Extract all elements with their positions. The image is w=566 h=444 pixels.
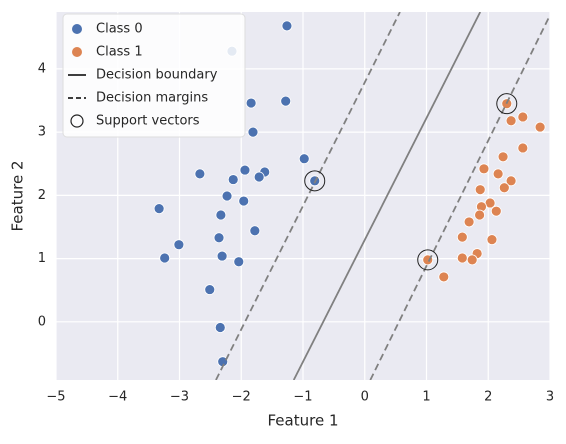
line <box>292 12 482 380</box>
ticks: −5 −4 −3 −2 −1 0 1 2 3 0 1 2 3 4 <box>38 61 554 404</box>
legend-marker <box>72 24 82 34</box>
legend-marker <box>70 114 84 128</box>
point <box>213 232 225 244</box>
point <box>233 256 245 268</box>
point <box>298 153 310 165</box>
legend-label: Decision boundary <box>96 68 218 83</box>
point <box>517 142 529 154</box>
point <box>281 20 293 32</box>
legend-marker <box>72 47 82 57</box>
point <box>173 239 185 251</box>
point <box>159 252 171 264</box>
point <box>245 97 257 109</box>
point <box>239 164 251 176</box>
point <box>153 203 165 215</box>
point <box>238 195 250 207</box>
legend: Class 0 Class 1 Decision boundary Decision … <box>62 13 246 138</box>
point <box>247 126 259 138</box>
support-vector <box>417 249 439 271</box>
point <box>478 163 490 175</box>
x-axis-label: Feature 1 <box>268 412 339 430</box>
x-tick-label: −3 <box>170 390 189 405</box>
point <box>517 111 529 123</box>
legend-label: Class 0 <box>96 22 143 37</box>
legend-box <box>62 13 246 138</box>
point <box>221 190 233 202</box>
legend-label: Support vectors <box>96 114 200 129</box>
line <box>215 12 550 380</box>
point <box>492 168 504 180</box>
x-tick-label: 0 <box>361 390 369 405</box>
x-tick-label: −5 <box>46 390 65 405</box>
point <box>253 171 265 183</box>
point <box>505 115 517 127</box>
y-tick-label: 4 <box>38 61 46 76</box>
point <box>498 182 510 194</box>
x-tick-label: −2 <box>232 390 251 405</box>
support-vector <box>496 93 518 115</box>
point <box>227 174 239 185</box>
point <box>249 225 261 237</box>
legend-label: Decision margins <box>96 91 208 106</box>
point <box>463 216 475 228</box>
x-tick-label: −4 <box>108 390 127 405</box>
point <box>214 322 226 333</box>
y-axis-label: Feature 2 <box>9 161 27 232</box>
y-tick-label: 2 <box>38 188 46 203</box>
point <box>216 250 228 262</box>
legend-label: Class 1 <box>96 45 143 60</box>
y-tick-label: 0 <box>38 314 46 329</box>
point <box>438 271 450 283</box>
point <box>204 284 216 295</box>
point <box>534 121 546 133</box>
y-tick-label: 1 <box>38 251 46 266</box>
point <box>215 209 227 221</box>
point <box>194 168 206 180</box>
y-tick-label: 3 <box>38 125 46 140</box>
point <box>497 151 509 163</box>
support-vector <box>304 170 326 192</box>
point <box>474 184 486 196</box>
x-tick-label: 1 <box>422 390 430 405</box>
x-tick-label: 3 <box>546 390 554 405</box>
point <box>474 209 486 221</box>
point <box>466 254 478 266</box>
point <box>505 175 517 187</box>
point <box>280 95 292 107</box>
x-tick-label: 2 <box>484 390 492 405</box>
point <box>456 231 468 243</box>
point <box>490 205 502 217</box>
point <box>456 252 468 264</box>
x-tick-label: −1 <box>293 390 312 405</box>
point <box>486 234 498 246</box>
